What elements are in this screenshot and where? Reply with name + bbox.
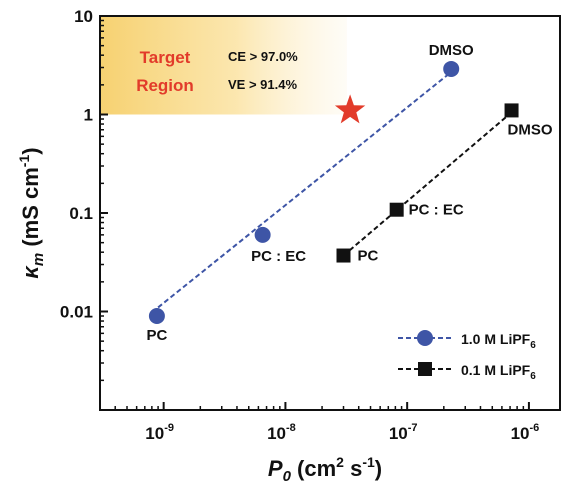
point-labels-layer: PC PC : EC DMSO PC PC : EC DMSO	[146, 42, 552, 344]
y-tick-label: 10	[74, 7, 93, 26]
fit-line-series-2	[342, 111, 513, 257]
x-tick-label: 10-8	[267, 422, 296, 443]
target-title-line1: Target	[140, 48, 191, 67]
data-point-series-2	[389, 202, 404, 217]
fit-lines-layer	[157, 71, 513, 309]
point-label: PC : EC	[251, 248, 306, 265]
target-ve-value: VE > 91.4%	[228, 77, 297, 92]
point-label: PC	[358, 248, 379, 265]
fit-line-series-1	[157, 71, 452, 309]
x-tick-label: 10-7	[389, 422, 418, 443]
target-ce-value: CE > 97.0%	[228, 49, 298, 64]
point-label: DMSO	[508, 121, 553, 138]
x-axis-title: P0 (cm2 s-1)	[268, 454, 382, 485]
legend-marker-series-1	[417, 330, 433, 346]
y-tick-label: 0.01	[60, 303, 93, 322]
data-point-series-1	[148, 308, 165, 325]
x-tick-label: 10-6	[511, 422, 540, 443]
data-point-series-2	[504, 103, 519, 118]
y-tick-label: 1	[84, 106, 93, 125]
marks-layer	[148, 60, 519, 325]
y-axis-title: κm (mS cm-1)	[16, 147, 47, 278]
legend: 1.0 M LiPF6 0.1 M LiPF6	[398, 330, 536, 382]
point-label: PC : EC	[409, 202, 464, 219]
data-point-series-1	[443, 60, 460, 77]
y-tick-label: 0.1	[69, 204, 93, 223]
ticks-layer: 10-9 10-8 10-7 10-6 0.01 0.1 1 10	[60, 7, 539, 443]
legend-marker-series-2	[418, 362, 432, 376]
point-label: PC	[146, 327, 167, 344]
legend-label-series-2: 0.1 M LiPF6	[461, 362, 536, 382]
target-title-line2: Region	[136, 76, 194, 95]
x-tick-label: 10-9	[145, 422, 174, 443]
point-label: DMSO	[429, 42, 474, 59]
data-point-series-2	[336, 248, 351, 263]
legend-label-series-1: 1.0 M LiPF6	[461, 331, 536, 351]
target-region	[101, 17, 347, 115]
target-star-icon	[334, 94, 366, 124]
data-point-series-1	[254, 226, 271, 243]
